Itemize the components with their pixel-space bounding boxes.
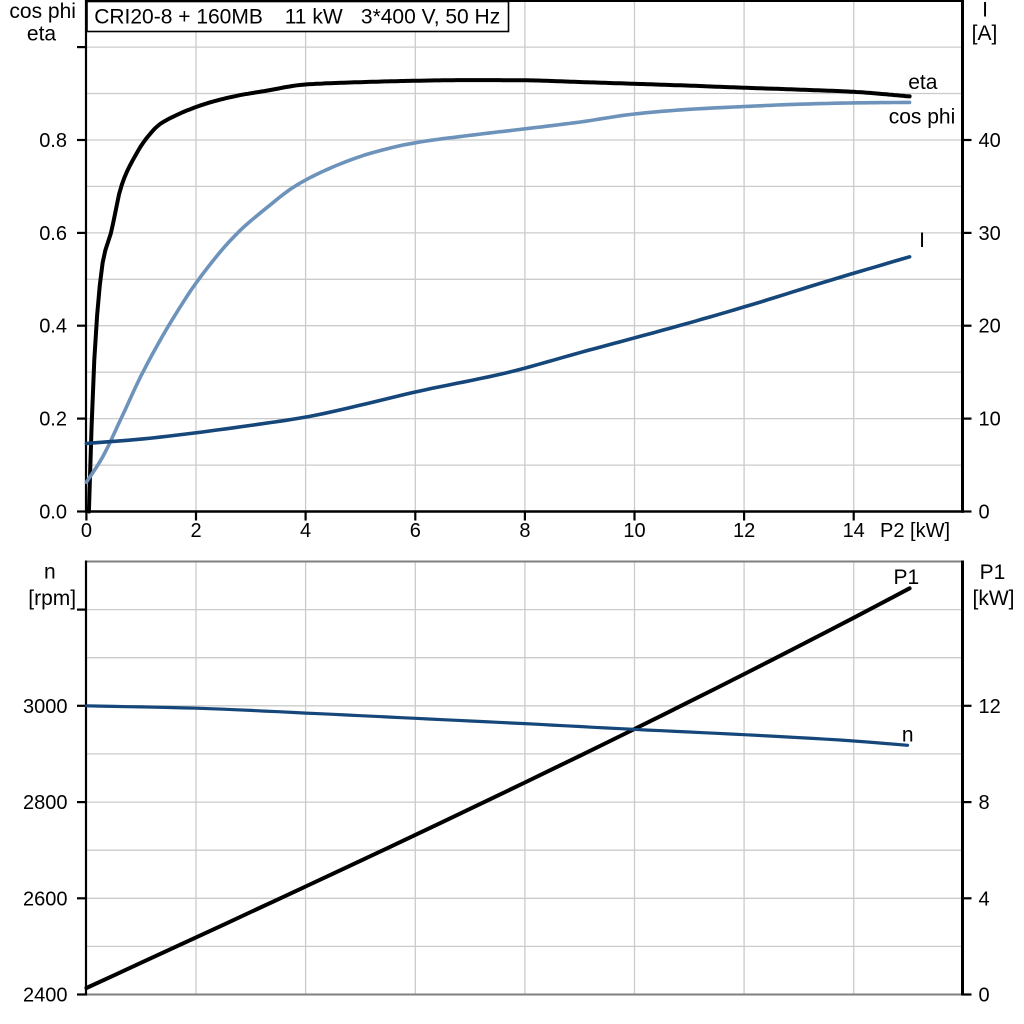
svg-text:0.6: 0.6 <box>39 223 67 245</box>
svg-text:2400: 2400 <box>23 985 68 1007</box>
svg-text:12: 12 <box>979 696 1001 718</box>
svg-text:I: I <box>919 229 925 252</box>
svg-text:4: 4 <box>300 520 311 542</box>
svg-text:P1: P1 <box>980 561 1006 584</box>
svg-text:8: 8 <box>519 520 530 542</box>
svg-text:2600: 2600 <box>23 888 68 910</box>
svg-text:0.0: 0.0 <box>39 502 67 524</box>
svg-text:3*400 V, 50 Hz: 3*400 V, 50 Hz <box>361 6 500 29</box>
svg-text:[A]: [A] <box>972 22 998 45</box>
svg-text:n: n <box>44 561 56 584</box>
svg-text:0.4: 0.4 <box>39 316 67 338</box>
svg-text:P2 [kW]: P2 [kW] <box>880 520 950 542</box>
svg-text:12: 12 <box>733 520 755 542</box>
svg-text:I: I <box>982 0 988 22</box>
svg-text:2800: 2800 <box>23 792 68 814</box>
svg-text:cos phi: cos phi <box>889 106 956 129</box>
svg-text:CRI20-8 + 160MB: CRI20-8 + 160MB <box>94 6 263 29</box>
svg-text:8: 8 <box>979 792 990 814</box>
svg-text:14: 14 <box>843 520 865 542</box>
svg-text:[rpm]: [rpm] <box>28 587 76 610</box>
svg-text:11 kW: 11 kW <box>285 6 343 29</box>
svg-text:n: n <box>902 724 914 747</box>
svg-text:P1: P1 <box>893 566 919 589</box>
svg-text:0: 0 <box>81 520 92 542</box>
svg-text:2: 2 <box>190 520 201 542</box>
svg-text:eta: eta <box>908 71 938 94</box>
svg-text:40: 40 <box>979 130 1001 152</box>
svg-text:10: 10 <box>979 409 1001 431</box>
svg-text:3000: 3000 <box>23 696 68 718</box>
svg-text:0.8: 0.8 <box>39 130 67 152</box>
svg-text:6: 6 <box>410 520 421 542</box>
svg-text:4: 4 <box>979 888 990 910</box>
svg-text:10: 10 <box>623 520 645 542</box>
svg-text:[kW]: [kW] <box>973 587 1015 610</box>
svg-text:20: 20 <box>979 316 1001 338</box>
svg-text:eta: eta <box>27 23 57 46</box>
svg-text:cos phi: cos phi <box>9 0 76 23</box>
svg-text:0: 0 <box>979 502 990 524</box>
svg-text:0.2: 0.2 <box>39 409 67 431</box>
svg-text:30: 30 <box>979 223 1001 245</box>
svg-text:0: 0 <box>979 985 990 1007</box>
